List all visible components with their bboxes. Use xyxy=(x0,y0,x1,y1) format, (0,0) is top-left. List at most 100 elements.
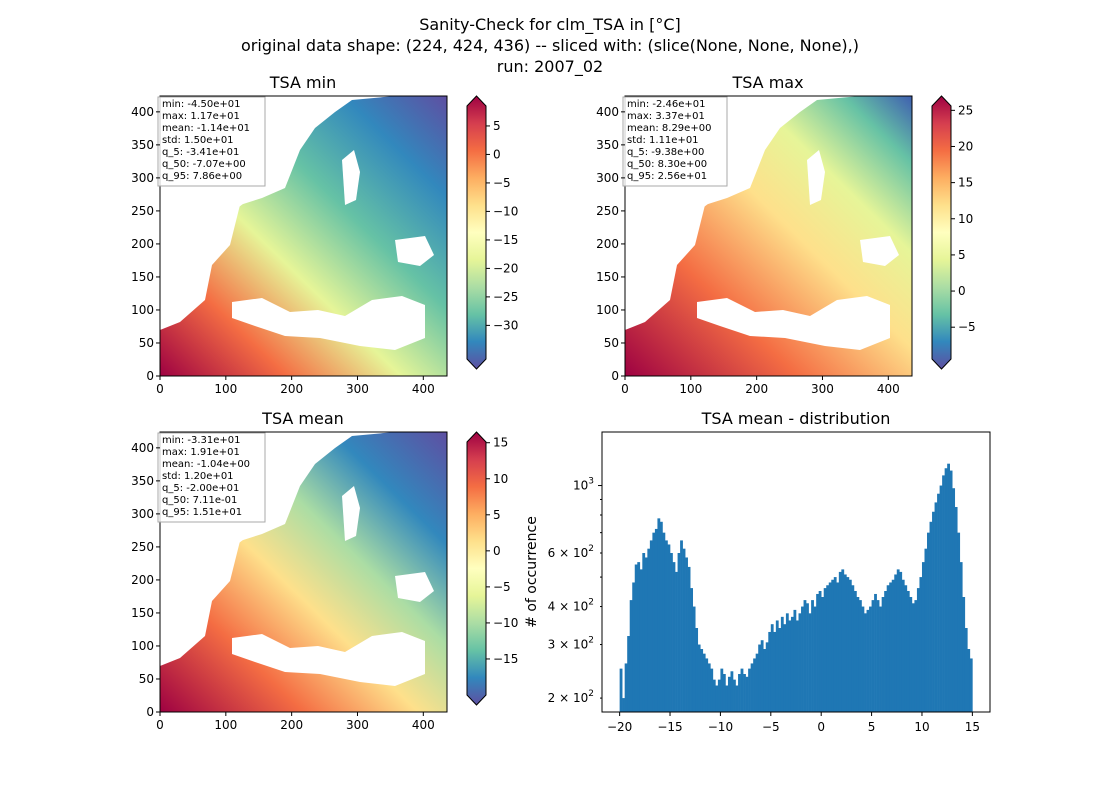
histogram-bar xyxy=(793,609,797,712)
histogram-bar xyxy=(705,658,709,712)
histogram-bar xyxy=(841,569,845,712)
y-tick-label: 350 xyxy=(596,138,619,152)
y-tick-label: 300 xyxy=(596,171,619,185)
histogram-bar xyxy=(695,628,699,712)
stats-line: q_5: -2.00e+01 xyxy=(162,483,239,494)
histogram-bar xyxy=(745,676,749,712)
histogram-bar xyxy=(846,577,850,712)
histogram-bar xyxy=(659,521,663,712)
histogram-bar xyxy=(770,624,774,712)
histogram-bar xyxy=(758,644,762,712)
histogram-bar xyxy=(738,674,741,712)
y-tick-label: 350 xyxy=(131,474,154,488)
y-tick-label: 250 xyxy=(131,204,154,218)
panel-tsa-min: TSA min min: -4.50e+01 max: 1.17e+01 mea… xyxy=(131,73,518,396)
stats-box: min: -3.31e+01 max: 1.91e+01 mean: -1.04… xyxy=(157,432,266,523)
stats-line: q_5: -3.41e+01 xyxy=(162,147,239,158)
histogram-bar xyxy=(823,588,827,712)
figure-title-line-1: Sanity-Check for clm_TSA in [°C] xyxy=(419,15,681,35)
panel-tsa-mean: TSA mean min: -3.31e+01 max: 1.91e+01 me… xyxy=(131,409,518,732)
y-tick-label: 3 × 102 xyxy=(548,636,594,652)
histogram-bar xyxy=(921,562,925,712)
histogram-bar xyxy=(881,596,885,712)
histogram-bar xyxy=(801,606,804,712)
sea-mediterranean xyxy=(232,296,425,350)
histogram-bar xyxy=(743,674,746,712)
histogram-bar xyxy=(919,577,923,712)
histogram-bar xyxy=(871,600,875,712)
y-tick-label: 100 xyxy=(596,303,619,317)
x-tick-label: 400 xyxy=(412,718,435,732)
histogram-bar xyxy=(947,463,950,712)
histogram-bar xyxy=(937,493,940,712)
colorbar: 15 10 5 0 −5 −10 −15 xyxy=(466,431,518,706)
histogram-bar xyxy=(664,540,668,712)
figure-title-line-3: run: 2007_02 xyxy=(497,57,603,77)
y-tick-label: 200 xyxy=(596,237,619,251)
stats-line: min: -3.31e+01 xyxy=(162,435,241,446)
y-tick-label: 400 xyxy=(131,105,154,119)
stats-line: max: 3.37e+01 xyxy=(627,111,705,122)
x-tick-label: 100 xyxy=(679,382,702,396)
histogram-bar xyxy=(763,649,767,712)
x-axis-ticks: 0 100 200 300 400 xyxy=(621,376,900,396)
y-tick-label: 200 xyxy=(131,237,154,251)
stats-line: q_95: 2.56e+01 xyxy=(627,171,707,182)
histogram-bar xyxy=(753,658,756,712)
histogram-bar xyxy=(654,528,658,712)
y-axis-ticks: 0 50 100 150 200 250 300 350 400 xyxy=(596,105,625,383)
stats-line: max: 1.91e+01 xyxy=(162,447,240,458)
histogram-bar xyxy=(760,640,764,712)
stats-box-frame xyxy=(157,96,266,187)
histogram-bar xyxy=(942,475,945,712)
x-tick-label: 300 xyxy=(346,382,369,396)
histogram-bar xyxy=(692,606,696,712)
y-tick-label: 300 xyxy=(131,171,154,185)
colorbar-tick-label: −5 xyxy=(493,176,511,190)
histogram-bar xyxy=(712,679,716,712)
sea-baltic xyxy=(807,150,825,205)
histogram-bar xyxy=(906,590,910,712)
histogram-bar xyxy=(785,613,789,712)
colorbar-tick-label: 20 xyxy=(958,139,973,153)
x-axis-ticks: −20 −15 −10 −5 0 5 10 15 xyxy=(607,712,980,734)
x-tick-label: 200 xyxy=(280,382,303,396)
sea-baltic xyxy=(342,486,360,541)
y-tick-label: 300 xyxy=(131,507,154,521)
colorbar-tick-label: −5 xyxy=(958,320,976,334)
histogram-bar xyxy=(929,521,933,712)
colorbar-tick-label: −30 xyxy=(493,318,518,332)
histogram-bar xyxy=(675,571,678,712)
map-axes-frame xyxy=(159,95,448,377)
stats-box-frame xyxy=(157,432,266,523)
colorbar-tick-label: 0 xyxy=(493,544,501,558)
y-axis-ticks: 0 50 100 150 200 250 300 350 400 xyxy=(131,105,160,383)
histogram-bar xyxy=(927,532,930,712)
histogram-bar xyxy=(652,532,656,712)
colorbar-ticks: 5 0 −5 −10 −15 −20 −25 −30 xyxy=(486,119,518,332)
y-axis-ticks: 103 2 × 102 3 × 102 4 × 102 6 × 102 xyxy=(548,477,602,705)
y-tick-label: 400 xyxy=(596,105,619,119)
colorbar-tick-label: −10 xyxy=(493,616,518,630)
map-axes-frame xyxy=(624,95,913,377)
panel-title: TSA max xyxy=(731,73,803,92)
histogram-bar xyxy=(833,577,837,712)
colorbar-tick-label: 15 xyxy=(493,436,508,450)
histogram-bar xyxy=(838,571,842,712)
histogram-bar xyxy=(750,663,754,712)
x-tick-label: 300 xyxy=(346,718,369,732)
histogram-bar xyxy=(783,624,787,712)
x-tick-label: 0 xyxy=(621,382,629,396)
y-axis-ticks: 0 50 100 150 200 250 300 350 400 xyxy=(131,441,160,719)
histogram-bar xyxy=(894,574,898,712)
panel-histogram: TSA mean - distribution −20 −15 −10 −5 0 5 10 1… xyxy=(524,409,991,734)
histogram-bar xyxy=(858,600,862,712)
histogram-bar xyxy=(722,674,726,712)
histogram-bar xyxy=(876,600,880,712)
histogram-bar xyxy=(884,590,888,712)
y-tick-label: 2 × 102 xyxy=(548,689,594,705)
histogram-bar xyxy=(790,616,794,712)
histogram-bar xyxy=(816,593,819,712)
histogram-bar xyxy=(843,574,847,712)
histogram-bar xyxy=(904,585,908,712)
